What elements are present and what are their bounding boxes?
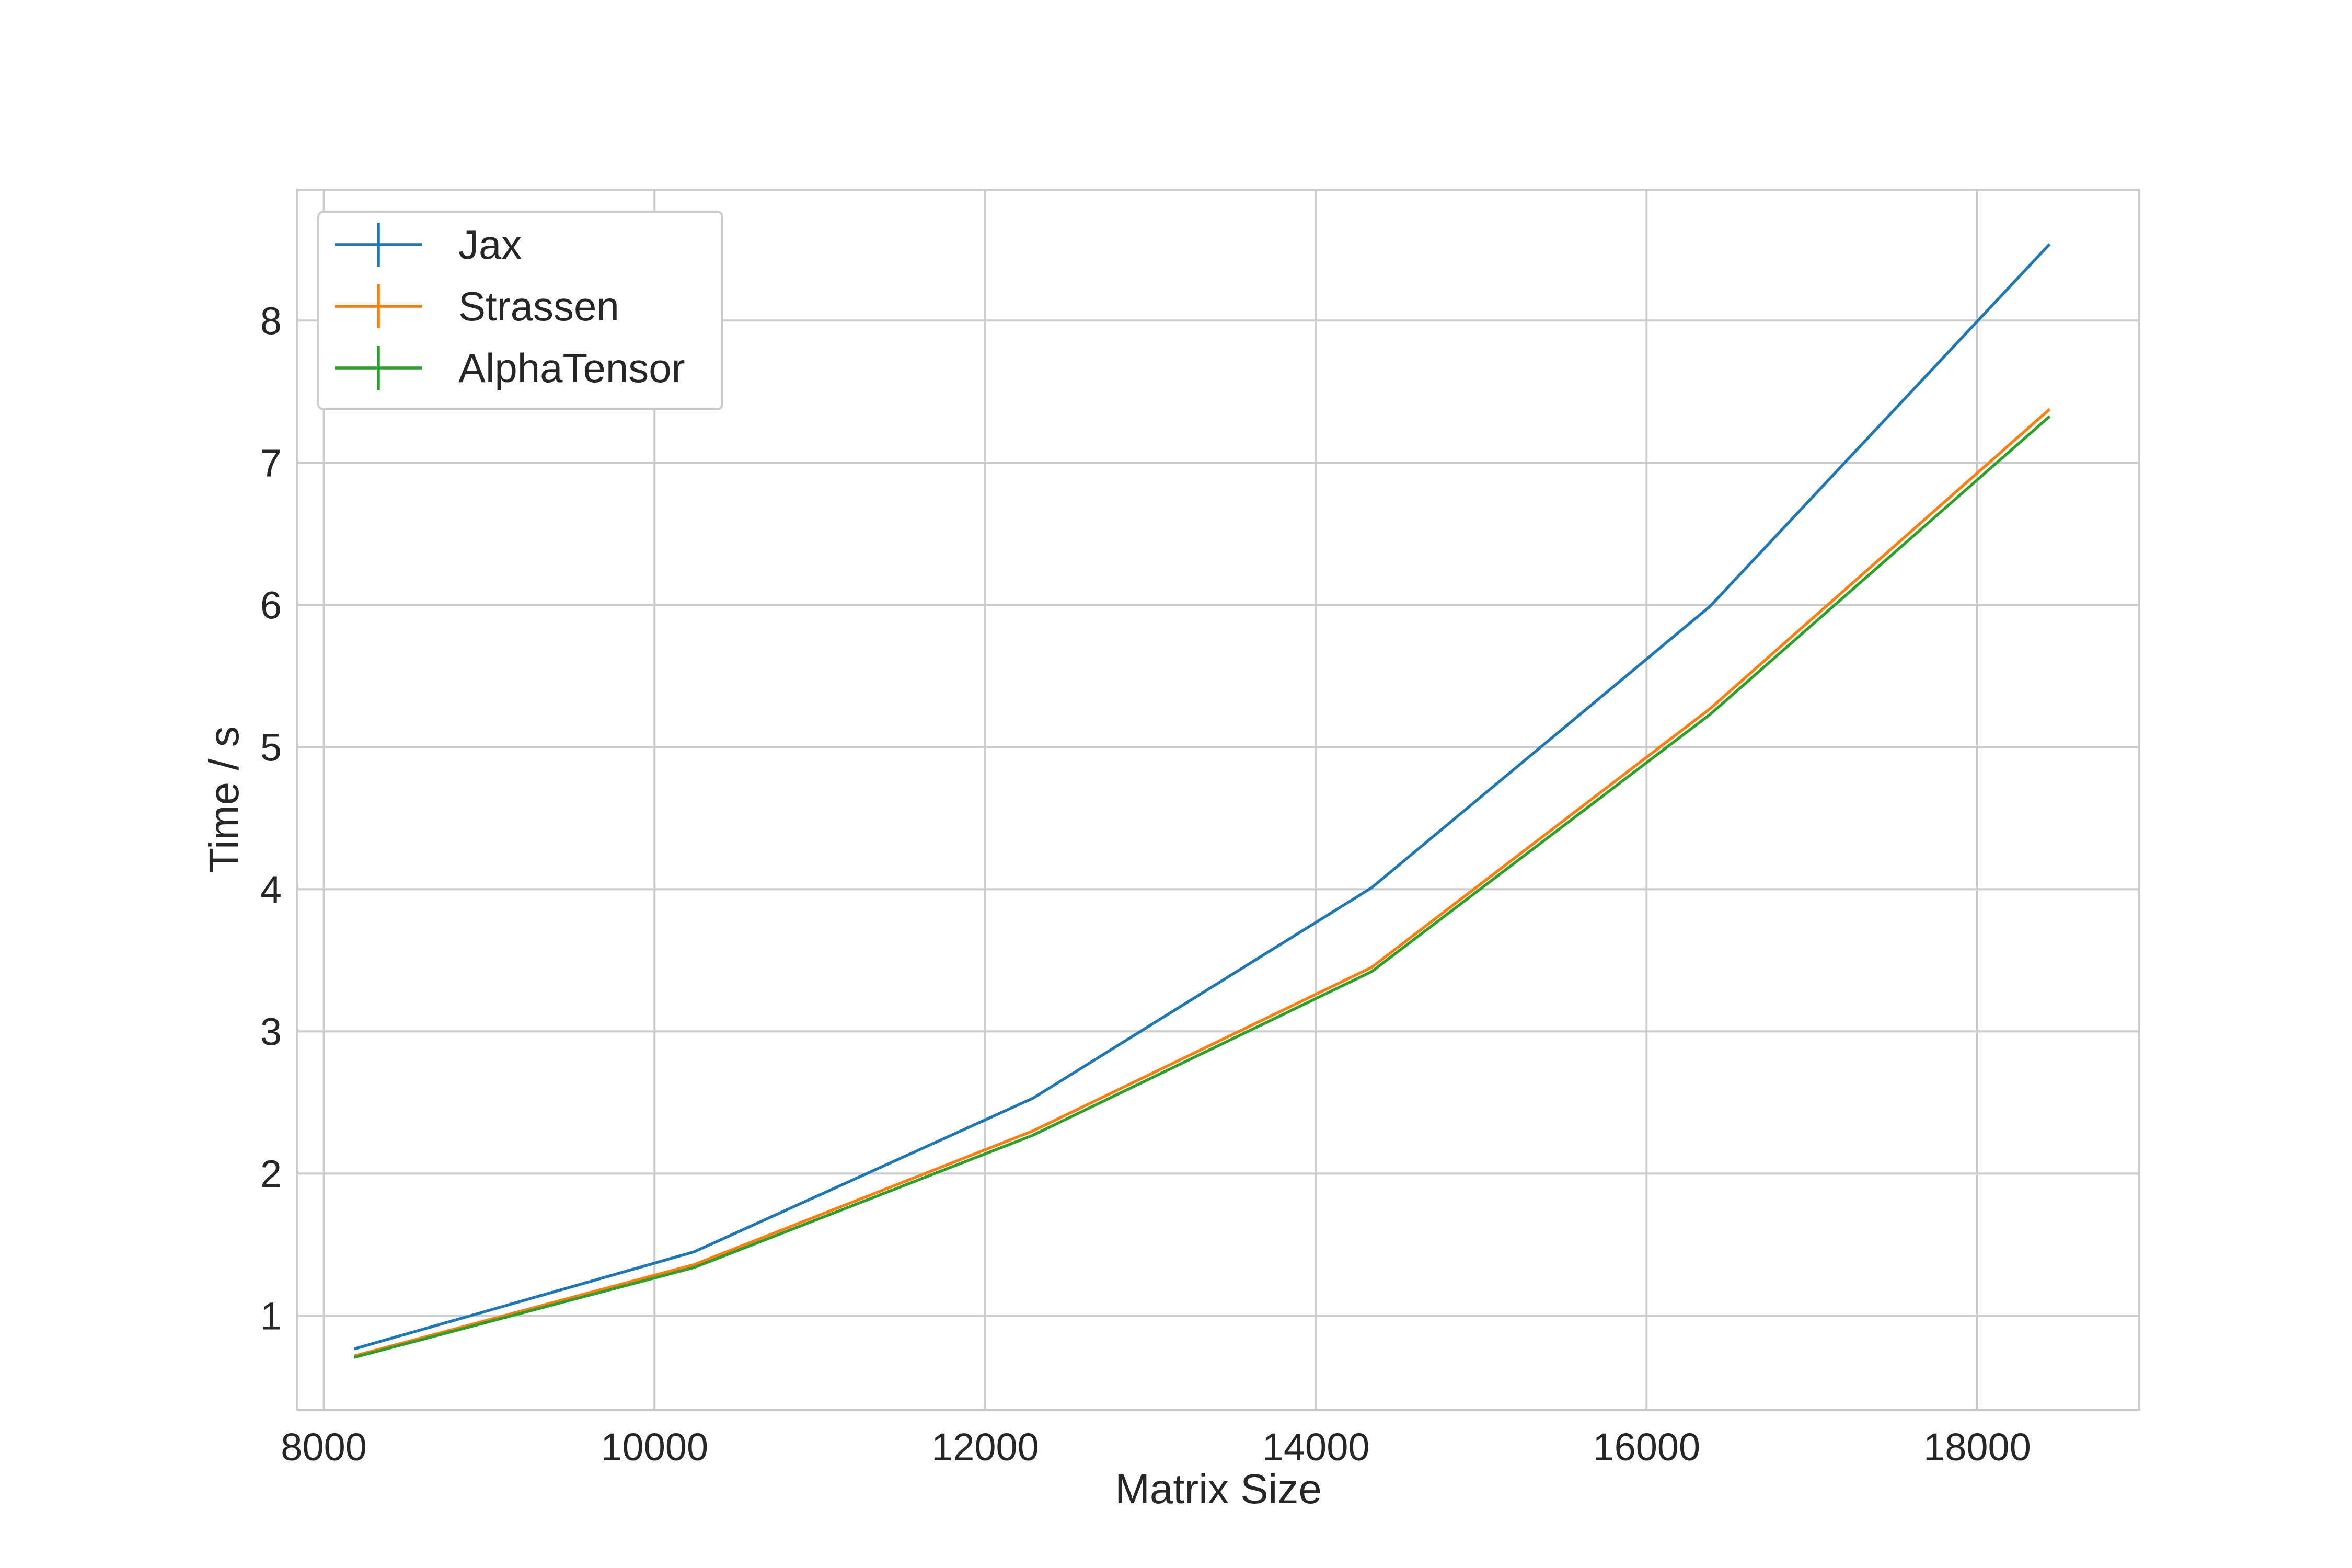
y-axis-label: Time / s <box>201 726 247 873</box>
legend-item-strassen: Strassen <box>335 283 619 329</box>
x-tick-label: 16000 <box>1593 1425 1700 1469</box>
x-tick-label: 10000 <box>601 1425 708 1469</box>
y-tick-label: 2 <box>260 1152 282 1195</box>
legend-label: Strassen <box>458 283 619 329</box>
x-tick-label: 14000 <box>1262 1425 1370 1469</box>
y-tick-label: 7 <box>260 441 282 485</box>
legend-box <box>317 211 723 410</box>
legend-label: Jax <box>458 222 522 268</box>
series-line-strassen <box>354 408 2051 1357</box>
y-tick-label: 6 <box>260 583 282 627</box>
series-line-jax <box>354 243 2051 1351</box>
series-lines <box>354 243 2051 1359</box>
y-tick-labels: 1 2 3 4 5 6 7 8 <box>260 299 282 1338</box>
x-tick-label: 12000 <box>931 1425 1039 1469</box>
x-tick-labels: 8000 10000 12000 14000 16000 18000 <box>281 1425 2031 1469</box>
x-tick-label: 18000 <box>1923 1425 2031 1469</box>
legend-label: AlphaTensor <box>458 345 685 391</box>
y-tick-label: 3 <box>260 1010 282 1053</box>
y-tick-label: 5 <box>260 725 282 769</box>
x-axis-label: Matrix Size <box>1115 1466 1322 1512</box>
y-tick-label: 8 <box>260 299 282 342</box>
y-tick-label: 1 <box>260 1294 282 1338</box>
x-tick-label: 8000 <box>281 1425 367 1469</box>
legend-item-jax: Jax <box>335 222 522 268</box>
legend: Jax Strassen AlphaTensor <box>317 211 723 410</box>
y-tick-label: 4 <box>260 868 282 911</box>
legend-item-alphatensor: AlphaTensor <box>335 345 685 391</box>
series-line-alphatensor <box>354 415 2051 1359</box>
